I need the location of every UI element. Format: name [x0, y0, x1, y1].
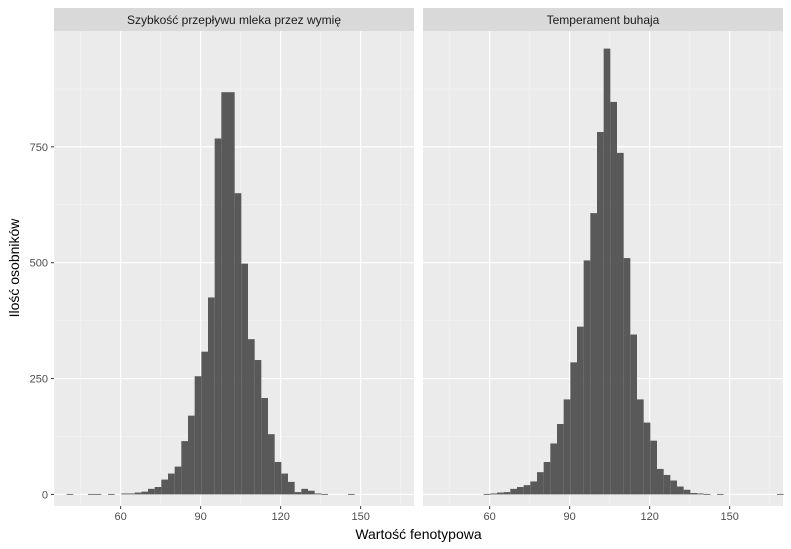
- panels-group: Szybkość przepływu mleka przez wymię Temp…: [54, 8, 784, 506]
- histogram-bar: [777, 493, 784, 495]
- facet-panel: Szybkość przepływu mleka przez wymię: [54, 8, 414, 506]
- histogram-bar: [294, 492, 302, 495]
- histogram-bar: [483, 493, 491, 495]
- histogram-bar: [201, 351, 208, 495]
- histogram-bar: [657, 468, 664, 495]
- histogram-bar: [590, 213, 597, 495]
- histogram-bar: [181, 441, 188, 495]
- histogram-bar: [550, 443, 557, 495]
- histogram-bar: [161, 479, 168, 495]
- x-tick-label: 150: [351, 511, 369, 523]
- facet-strip-label: Temperament buhaja: [547, 13, 660, 27]
- x-tick-label: 120: [640, 511, 658, 523]
- histogram-bar: [128, 493, 135, 495]
- histogram-bar: [214, 138, 222, 495]
- histogram-bar: [670, 480, 677, 495]
- histogram-bar: [677, 486, 684, 495]
- y-tick-label: 750: [30, 142, 48, 154]
- histogram-bar: [241, 263, 248, 495]
- histogram-bar: [563, 399, 571, 495]
- histogram-bar: [94, 493, 102, 495]
- histogram-bar: [497, 492, 504, 495]
- histogram-bar: [603, 48, 611, 495]
- y-axis-title: Ilość osobników: [6, 218, 22, 318]
- histogram-bar: [697, 493, 704, 495]
- histogram-bar: [88, 493, 95, 495]
- histogram-bar: [623, 258, 631, 495]
- histogram-bar: [703, 493, 711, 495]
- histogram-bar: [570, 362, 577, 495]
- x-axes: 60 90 120 150 60 90 120 150: [115, 506, 739, 523]
- histogram-bar: [663, 474, 671, 495]
- histogram-bar: [637, 399, 644, 495]
- x-axis: 60 90 120 150: [484, 506, 739, 523]
- histogram-bar: [66, 493, 74, 495]
- x-tick-label: 90: [195, 511, 207, 523]
- histogram-bar: [234, 193, 242, 495]
- histogram-bar: [134, 492, 142, 495]
- histogram-bar: [583, 260, 591, 495]
- histogram-bar: [274, 461, 282, 495]
- x-tick-label: 60: [115, 511, 127, 523]
- y-tick-label: 250: [30, 374, 48, 386]
- histogram-bar: [557, 423, 564, 495]
- y-axis: 0 250 500 750: [30, 142, 54, 501]
- histogram-bar: [530, 481, 537, 495]
- histogram-bar: [577, 326, 584, 495]
- histogram-bar: [503, 492, 511, 495]
- facet-strip-label: Szybkość przepływu mleka przez wymię: [127, 13, 341, 27]
- histogram-bar: [610, 101, 617, 495]
- histogram-bar: [281, 473, 288, 495]
- histogram-bar: [617, 152, 624, 495]
- histogram-bar: [208, 297, 215, 495]
- histogram-bar: [248, 339, 255, 495]
- x-tick-label: 90: [564, 511, 576, 523]
- histogram-bar: [141, 491, 148, 495]
- histogram-bar: [194, 376, 202, 495]
- histogram-bar: [510, 488, 517, 495]
- histogram-bar: [308, 490, 315, 495]
- histogram-bar: [348, 493, 355, 495]
- histogram-bar: [228, 92, 235, 495]
- histogram-bar: [221, 92, 228, 495]
- facet-panel: Temperament buhaja: [423, 8, 784, 506]
- histogram-bar: [523, 485, 531, 495]
- histogram-bar: [121, 493, 128, 495]
- histogram-bar: [321, 493, 328, 495]
- histogram-bar: [717, 493, 724, 495]
- histogram-bar: [537, 472, 544, 495]
- histogram-bar: [690, 493, 697, 495]
- histogram-bar: [597, 132, 604, 495]
- histogram-bar: [517, 487, 524, 495]
- histogram-bar: [314, 493, 322, 495]
- facet-strip: [423, 8, 783, 31]
- histogram-bar: [174, 466, 182, 495]
- histogram-bar: [643, 422, 651, 495]
- histogram-bar: [543, 461, 551, 495]
- y-tick-label: 0: [42, 489, 48, 501]
- histogram-bar: [108, 493, 115, 495]
- histogram-bar: [683, 489, 691, 495]
- x-axis: 60 90 120 150: [115, 506, 370, 523]
- x-tick-label: 60: [484, 511, 496, 523]
- x-axis-title: Wartość fenotypowa: [355, 526, 482, 542]
- facet-strip: [54, 8, 414, 31]
- x-tick-label: 120: [271, 511, 289, 523]
- histogram-bar: [268, 434, 275, 495]
- histogram-bar: [148, 488, 155, 495]
- histogram-bar: [254, 360, 262, 495]
- histogram-bar: [650, 440, 657, 495]
- histogram-bar: [490, 493, 497, 495]
- histogram-bar: [630, 334, 637, 495]
- histogram-bar: [168, 473, 175, 495]
- histogram-bar: [188, 415, 195, 495]
- histogram-bar: [261, 398, 268, 495]
- histogram-bar: [301, 488, 308, 495]
- y-tick-label: 500: [30, 258, 48, 270]
- histogram-bar: [154, 487, 162, 495]
- histogram-bar: [288, 481, 295, 495]
- x-tick-label: 150: [720, 511, 738, 523]
